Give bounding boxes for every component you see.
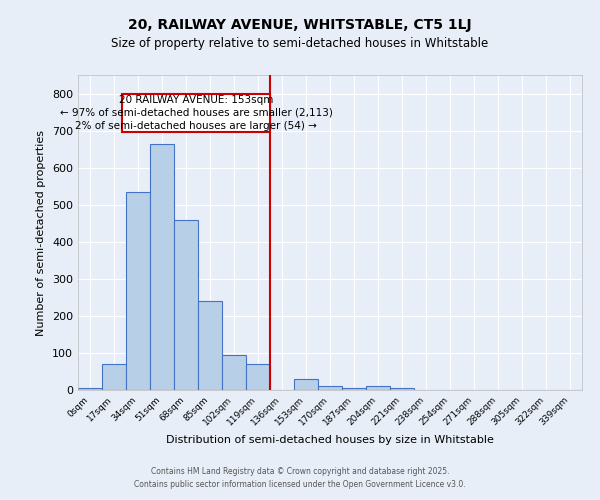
Text: Size of property relative to semi-detached houses in Whitstable: Size of property relative to semi-detach… (112, 38, 488, 51)
Text: 20, RAILWAY AVENUE, WHITSTABLE, CT5 1LJ: 20, RAILWAY AVENUE, WHITSTABLE, CT5 1LJ (128, 18, 472, 32)
Text: Contains HM Land Registry data © Crown copyright and database right 2025.: Contains HM Land Registry data © Crown c… (151, 467, 449, 476)
Bar (198, 301, 222, 390)
Bar (390, 388, 414, 390)
X-axis label: Distribution of semi-detached houses by size in Whitstable: Distribution of semi-detached houses by … (166, 436, 494, 446)
Bar (294, 379, 318, 390)
Y-axis label: Number of semi-detached properties: Number of semi-detached properties (37, 130, 46, 336)
Bar (318, 386, 342, 390)
Bar (222, 355, 246, 390)
Bar (126, 192, 150, 390)
Bar (174, 220, 198, 390)
Bar (78, 388, 102, 390)
Bar (102, 364, 126, 390)
Bar (246, 364, 270, 390)
Bar (342, 388, 366, 390)
Text: 20 RAILWAY AVENUE: 153sqm: 20 RAILWAY AVENUE: 153sqm (119, 95, 274, 105)
FancyBboxPatch shape (122, 94, 270, 132)
Text: Contains public sector information licensed under the Open Government Licence v3: Contains public sector information licen… (134, 480, 466, 489)
Bar (150, 144, 174, 390)
Text: 2% of semi-detached houses are larger (54) →: 2% of semi-detached houses are larger (5… (75, 121, 317, 131)
Bar (366, 386, 390, 390)
Text: ← 97% of semi-detached houses are smaller (2,113): ← 97% of semi-detached houses are smalle… (60, 108, 332, 118)
